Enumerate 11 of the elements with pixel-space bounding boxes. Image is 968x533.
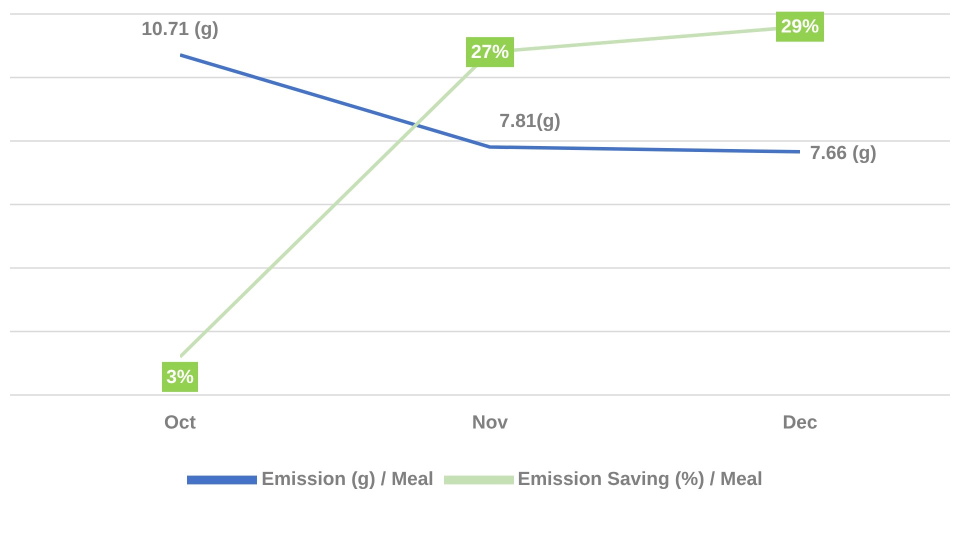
data-label: 7.81(g) <box>499 111 561 132</box>
data-label: 27% <box>470 42 510 64</box>
legend-label: Emission (g) / Meal <box>261 469 434 490</box>
x-tick-label: Oct <box>164 412 196 434</box>
data-label: 29% <box>780 16 820 38</box>
data-label: 7.66 (g) <box>810 142 877 164</box>
legend-label: Emission Saving (%) / Meal <box>518 469 763 490</box>
x-tick-label: Dec <box>782 412 818 434</box>
x-tick-label: Nov <box>472 412 508 434</box>
data-label: 3% <box>166 366 194 388</box>
data-label: 10.71 (g) <box>141 18 219 40</box>
